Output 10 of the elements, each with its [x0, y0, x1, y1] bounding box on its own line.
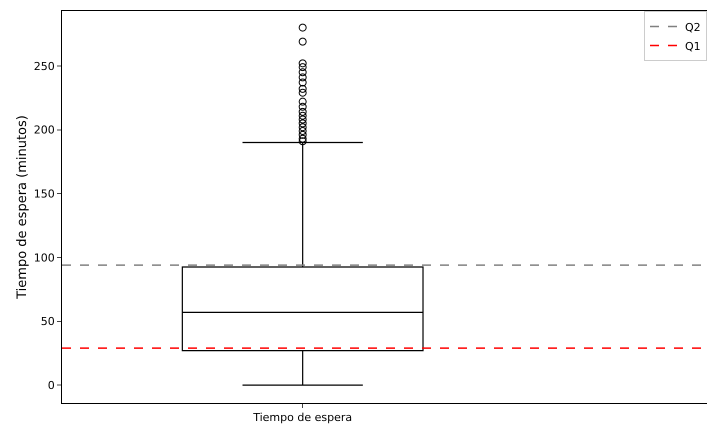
- y-tick-label: 250: [34, 60, 55, 73]
- y-tick-label: 0: [48, 378, 55, 392]
- y-axis-title: Tiempo de espera (minutos): [15, 115, 30, 300]
- y-tick-label: 100: [34, 251, 55, 264]
- legend-label: Q2: [685, 20, 701, 34]
- y-tick-label: 150: [34, 187, 55, 200]
- y-tick-label: 50: [40, 315, 55, 328]
- y-tick-label: 200: [34, 124, 55, 137]
- legend-label: Q1: [685, 40, 701, 53]
- x-tick-label: Tiempo de espera: [252, 411, 352, 424]
